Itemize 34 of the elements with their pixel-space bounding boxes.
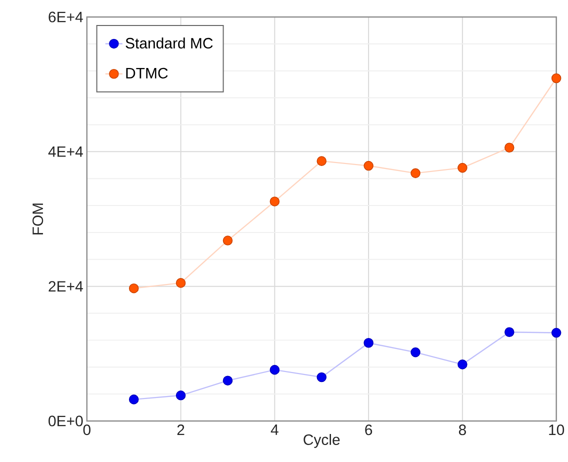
point — [316, 156, 327, 166]
point — [458, 162, 468, 172]
point — [504, 142, 514, 152]
point — [176, 390, 186, 400]
x-tick-label: 0 — [83, 424, 90, 435]
point — [364, 160, 374, 170]
point — [128, 394, 139, 404]
point — [364, 338, 374, 348]
point — [270, 196, 280, 206]
x-tick-label: 6 — [365, 424, 372, 435]
y-tick-label: 4E+4 — [48, 146, 83, 157]
point — [410, 168, 420, 178]
point — [222, 235, 233, 246]
legend-label: DTMC — [126, 68, 168, 78]
point — [410, 347, 420, 357]
x-tick-label: 8 — [458, 424, 466, 435]
x-axis-title: Cycle — [304, 434, 340, 448]
y-tick-label: 2E+4 — [48, 280, 83, 292]
point — [551, 73, 562, 83]
y-axis-title: FOM — [32, 203, 44, 234]
y-tick-label: 0E+0 — [48, 415, 83, 426]
x-tick-label: 10 — [549, 424, 564, 435]
point — [316, 372, 327, 382]
point — [551, 328, 562, 338]
x-tick-label: 2 — [177, 424, 184, 435]
legend-label: Standard MC — [126, 37, 213, 48]
point — [458, 359, 468, 370]
point — [222, 375, 233, 386]
y-tick-label: 6E+4 — [48, 11, 83, 22]
x-tick-label: 4 — [270, 424, 278, 435]
point — [504, 326, 514, 337]
point — [176, 278, 186, 288]
point — [128, 283, 139, 294]
point — [270, 364, 280, 374]
